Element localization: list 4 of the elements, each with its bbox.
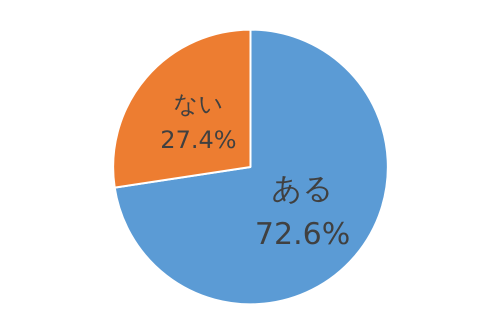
data-label: 27.4% (160, 126, 237, 154)
slice-label: ある (272, 172, 334, 207)
slice-label: ない (173, 90, 224, 118)
data-label: 72.6% (254, 217, 350, 252)
